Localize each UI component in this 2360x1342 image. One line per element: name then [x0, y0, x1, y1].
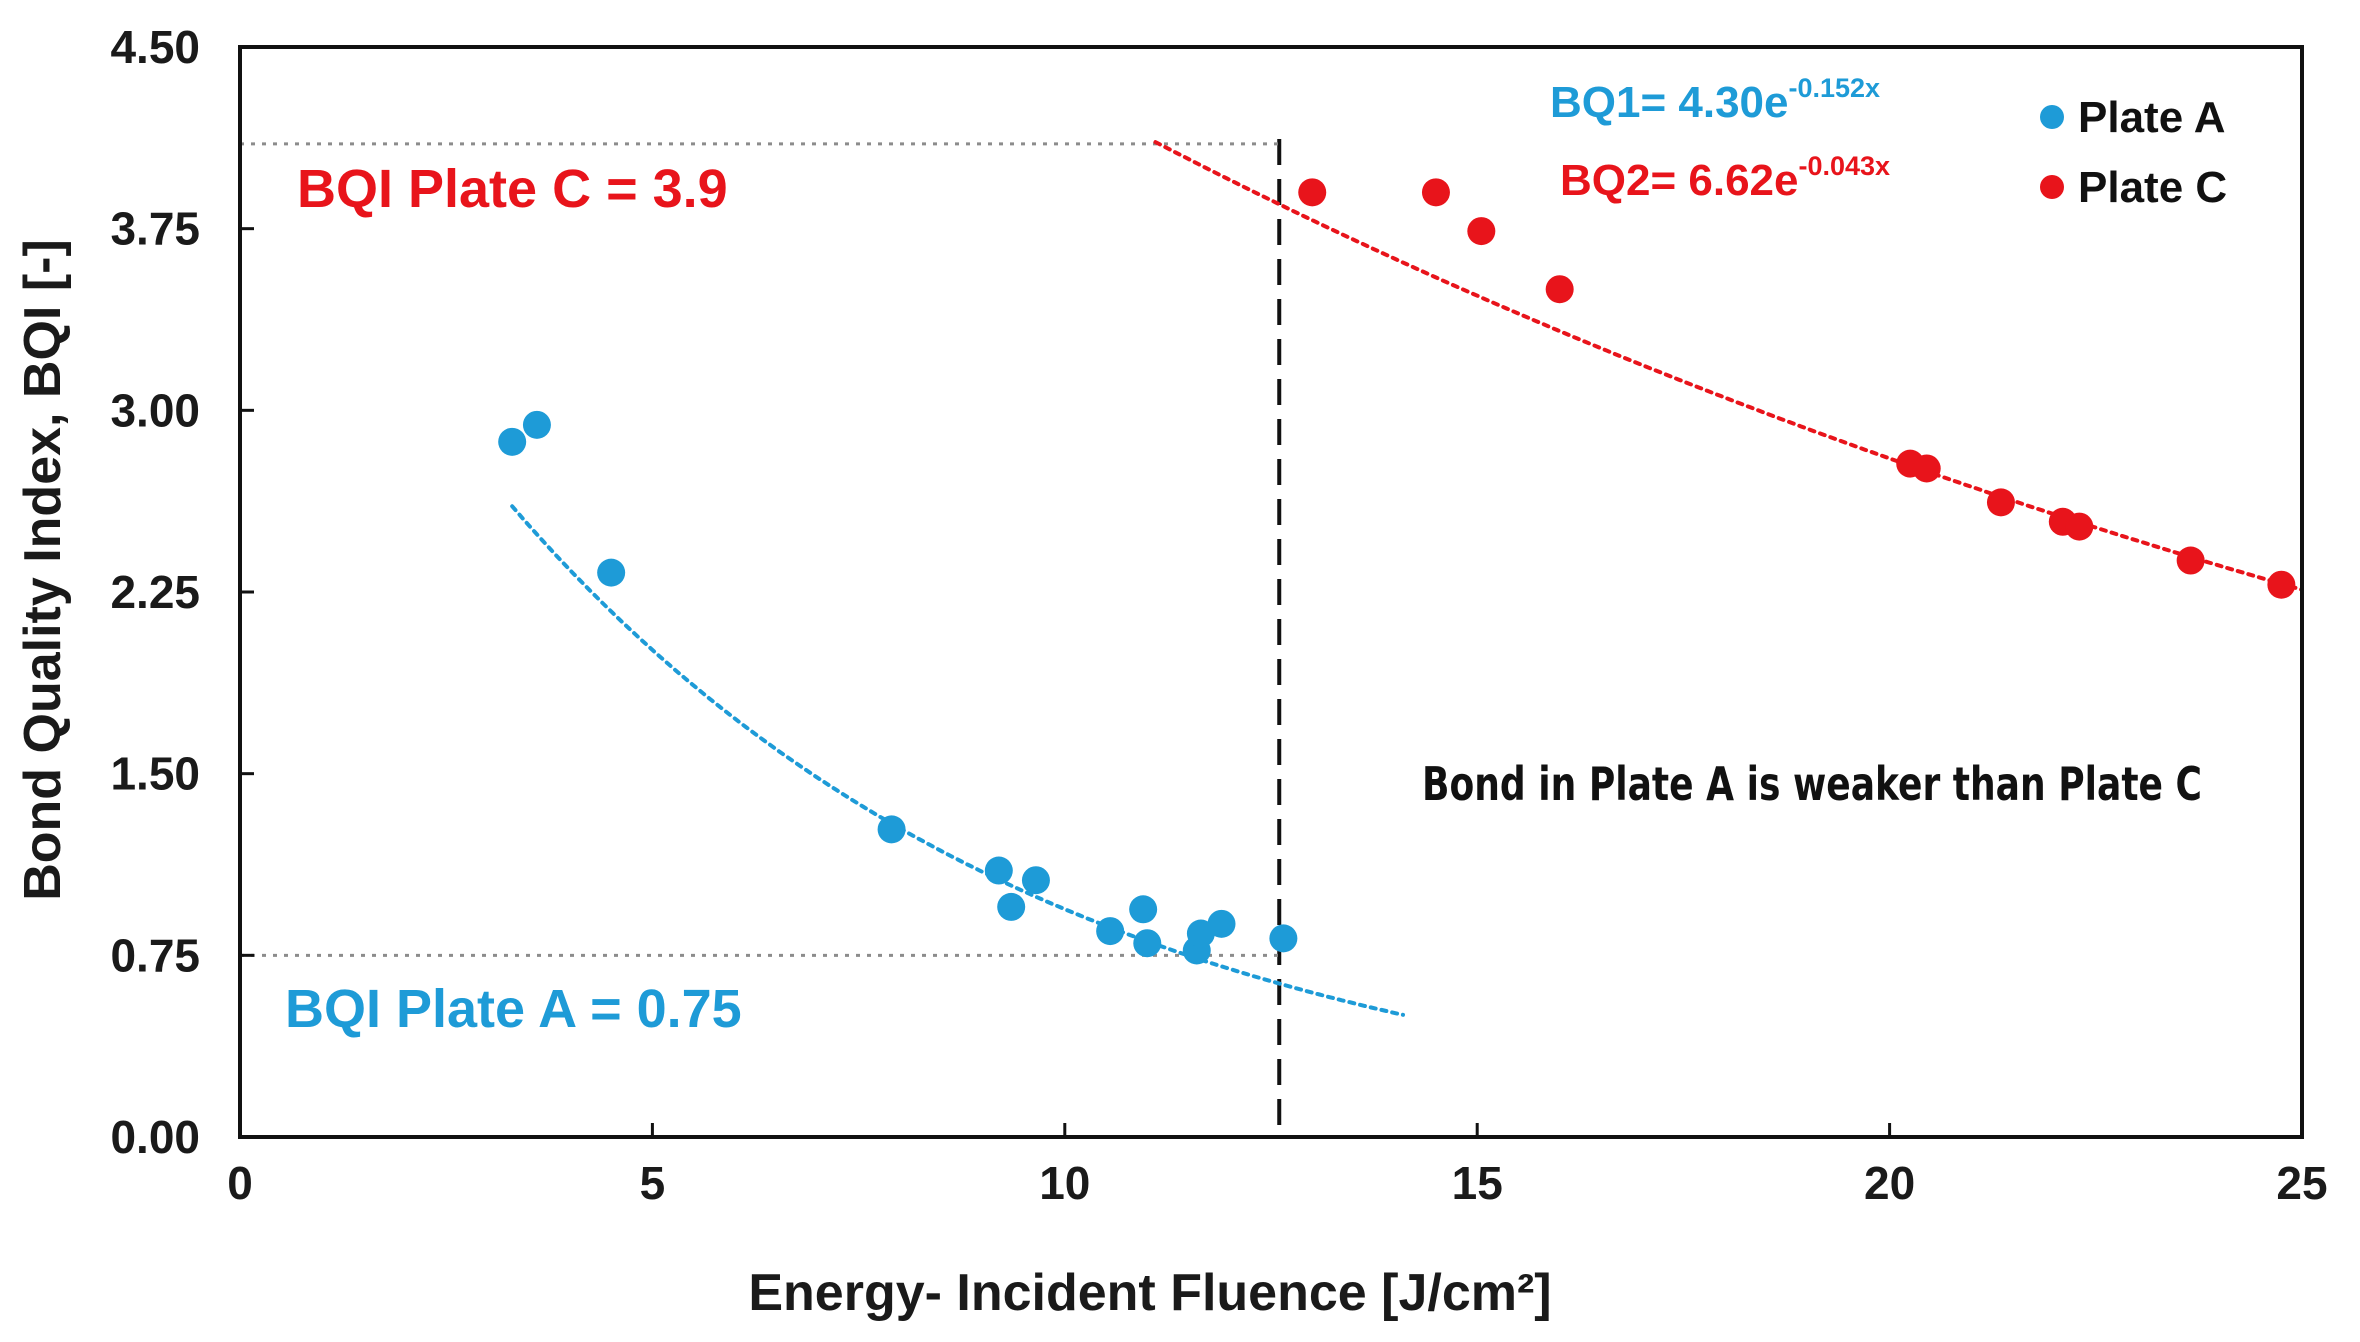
data-point-plate-c	[1421, 178, 1450, 207]
y-tick-label: 3.00	[110, 384, 200, 436]
plate-a-equation-exponent: -0.152x	[1789, 73, 1881, 103]
data-points	[498, 178, 2296, 965]
trendline-plate-c	[1153, 140, 2304, 592]
plate-c-trend-equation: BQ2= 6.62e-0.043x	[1560, 151, 1890, 205]
x-tick-label: 5	[640, 1157, 666, 1209]
plate-c-equation-base: BQ2= 6.62e	[1560, 156, 1799, 205]
data-point-plate-c	[2267, 570, 2296, 599]
data-point-plate-c	[1298, 178, 1327, 207]
data-point-plate-a	[1129, 895, 1158, 924]
data-point-plate-a	[997, 892, 1026, 921]
trendlines	[510, 140, 2304, 1017]
y-tick-label: 1.50	[110, 748, 200, 800]
data-point-plate-c	[2065, 512, 2094, 541]
x-axis-title: Energy- Incident Fluence [J/cm²]	[748, 1264, 1551, 1322]
data-point-plate-c	[1986, 488, 2015, 517]
y-tick-label: 0.00	[110, 1111, 200, 1163]
data-point-plate-a	[1269, 924, 1298, 953]
x-axis: 0 5 10 15 20 25	[227, 1123, 2328, 1209]
plate-a-trend-equation: BQ1= 4.30e-0.152x	[1550, 73, 1880, 127]
plate-a-equation-base: BQ1= 4.30e	[1550, 78, 1789, 127]
legend-label-plate-c: Plate C	[2078, 163, 2227, 212]
data-point-plate-a	[1021, 866, 1050, 895]
y-tick-label: 2.25	[110, 566, 200, 618]
x-tick-label: 10	[1039, 1157, 1090, 1209]
x-tick-label: 25	[2276, 1157, 2327, 1209]
bqi-plate-a-annotation: BQI Plate A = 0.75	[285, 979, 742, 1039]
data-point-plate-c	[1912, 454, 1941, 483]
bqi-plate-c-annotation: BQI Plate C = 3.9	[297, 159, 728, 219]
y-axis-title: Bond Quality Index, BQI [-]	[14, 239, 72, 901]
data-point-plate-c	[1467, 217, 1496, 246]
data-point-plate-a	[984, 856, 1013, 885]
y-tick-label: 4.50	[110, 21, 200, 73]
plate-c-equation-exponent: -0.043x	[1799, 151, 1891, 181]
data-point-plate-c	[2176, 546, 2205, 575]
x-tick-label: 0	[227, 1157, 253, 1209]
data-point-plate-c	[1545, 275, 1574, 304]
data-point-plate-a	[1096, 917, 1125, 946]
reference-lines	[240, 139, 1282, 1137]
y-axis: 0.00 0.75 1.50 2.25 3.00 3.75 4.50	[110, 21, 254, 1163]
data-point-plate-a	[1207, 909, 1236, 938]
y-tick-label: 0.75	[110, 929, 200, 981]
trendline-plate-a	[510, 504, 1405, 1017]
x-tick-label: 15	[1452, 1157, 1503, 1209]
x-tick-label: 20	[1864, 1157, 1915, 1209]
legend-label-plate-a: Plate A	[2078, 93, 2226, 142]
data-point-plate-a	[498, 427, 527, 456]
y-tick-label: 3.75	[110, 203, 200, 255]
legend: Plate A Plate C	[2040, 93, 2227, 212]
data-point-plate-a	[597, 558, 626, 587]
data-point-plate-a	[1133, 929, 1162, 958]
data-point-plate-a	[877, 815, 906, 844]
legend-marker-plate-c	[2040, 175, 2064, 199]
legend-marker-plate-a	[2040, 105, 2064, 129]
data-point-plate-a	[522, 410, 551, 439]
comparison-note: Bond in Plate A is weaker than Plate C	[1422, 757, 2202, 811]
